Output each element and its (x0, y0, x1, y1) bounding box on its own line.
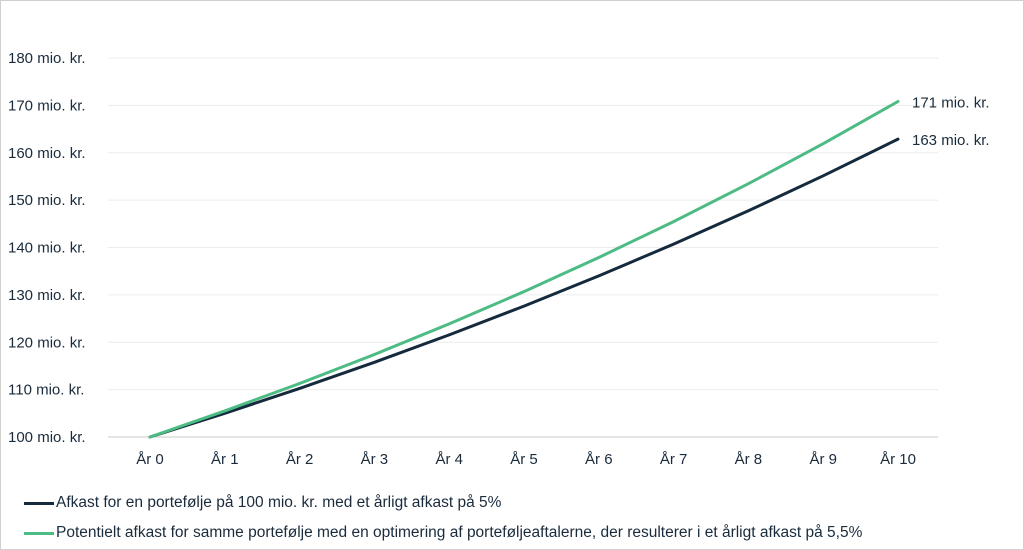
x-tick-label: År 7 (660, 451, 688, 468)
legend-swatch-dark (24, 501, 54, 505)
gridlines (108, 57, 938, 438)
y-tick-label: 110 mio. kr. (8, 382, 84, 399)
legend-label-series-1: Afkast for en portefølje på 100 mio. kr.… (56, 494, 502, 511)
x-tick-label: År 8 (735, 451, 763, 468)
x-tick-label: År 2 (286, 451, 314, 468)
legend-item-series-1: Afkast for en portefølje på 100 mio. kr.… (24, 494, 501, 512)
y-tick-label: 150 mio. kr. (8, 192, 86, 209)
y-tick-label: 140 mio. kr. (8, 240, 86, 257)
legend-label-series-2: Potentielt afkast for samme portefølje m… (56, 524, 863, 541)
y-tick-label: 170 mio. kr. (8, 97, 86, 114)
series-line-2 (148, 100, 900, 439)
legend-swatch-green (24, 531, 54, 535)
x-tick-label: År 1 (211, 451, 239, 468)
series-lines (148, 100, 900, 439)
end-label-series-1: 163 mio. kr. (912, 132, 990, 149)
x-tick-label: År 6 (585, 451, 613, 468)
y-tick-label: 120 mio. kr. (8, 334, 86, 351)
series-line-1 (148, 137, 900, 439)
y-tick-label: 130 mio. kr. (8, 287, 86, 304)
x-tick-label: År 5 (510, 451, 538, 468)
x-tick-label: År 4 (435, 451, 463, 468)
legend-item-series-2: Potentielt afkast for samme portefølje m… (24, 524, 862, 542)
x-tick-label: År 9 (809, 451, 837, 468)
x-tick-label: År 10 (880, 451, 916, 468)
x-tick-label: År 3 (361, 451, 389, 468)
line-chart: 100 mio. kr. 110 mio. kr. 120 mio. kr. 130 … (8, 50, 990, 468)
x-axis-tick-labels: År 0 År 1 År 2 År 3 År 4 År 5 År 6 År 7 År 8 År 9… (136, 451, 916, 468)
end-value-labels: 163 mio. kr. 171 mio. kr. (912, 95, 990, 150)
y-tick-label: 100 mio. kr. (8, 429, 86, 446)
end-label-series-2: 171 mio. kr. (912, 95, 990, 112)
y-tick-label: 160 mio. kr. (8, 145, 86, 162)
y-axis-tick-labels: 100 mio. kr. 110 mio. kr. 120 mio. kr. 130 … (8, 50, 86, 446)
x-tick-label: År 0 (136, 451, 164, 468)
y-tick-label: 180 mio. kr. (8, 50, 86, 67)
